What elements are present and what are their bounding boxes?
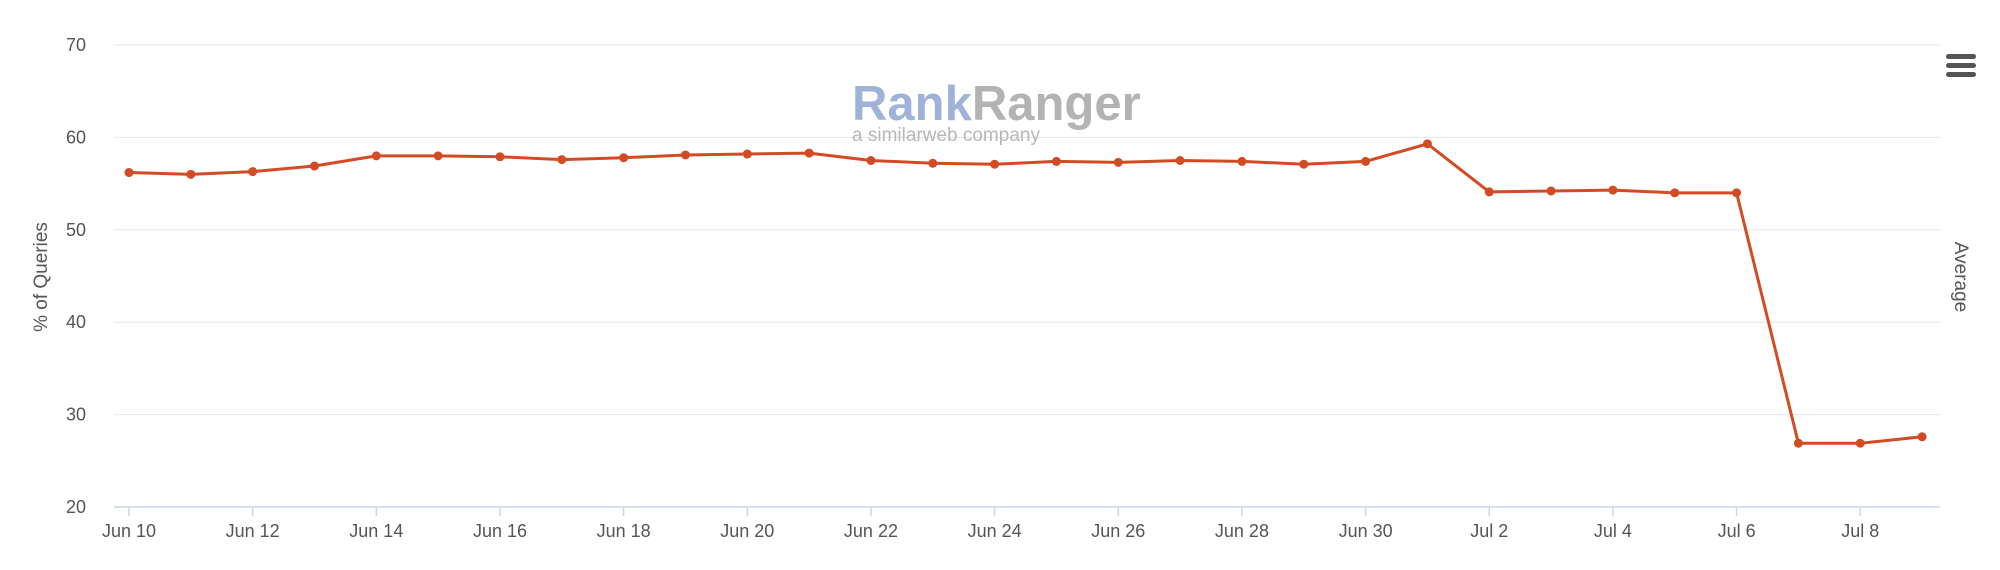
y-tick-label: 70: [66, 35, 86, 55]
data-point[interactable]: [495, 152, 505, 162]
data-point[interactable]: [1175, 156, 1185, 165]
data-point[interactable]: [1608, 185, 1618, 195]
rankranger-watermark: RankRanger a similarweb company: [852, 77, 1141, 146]
series-line: [127, 142, 1924, 445]
x-tick-label: Jul 8: [1841, 521, 1879, 541]
hamburger-menu-icon[interactable]: [1946, 54, 1976, 77]
x-tick-label: Jun 30: [1339, 521, 1393, 541]
x-tick-label: Jun 16: [473, 521, 527, 541]
x-tick-label: Jul 4: [1594, 521, 1632, 541]
data-point[interactable]: [1793, 438, 1803, 448]
data-point[interactable]: [990, 159, 1000, 169]
logo-ranger-text: Ranger: [972, 77, 1141, 131]
x-tick-label: Jun 18: [597, 521, 651, 541]
x-tick-label: Jun 10: [102, 521, 156, 541]
y-tick-label: 20: [66, 497, 86, 517]
data-point[interactable]: [1546, 186, 1556, 196]
data-point[interactable]: [433, 151, 443, 161]
data-point[interactable]: [1237, 156, 1247, 166]
y-tick-label: 40: [66, 312, 86, 332]
y-tick-label: 30: [66, 405, 86, 425]
x-tick-label: Jun 20: [720, 521, 774, 541]
x-tick-label: Jun 14: [349, 521, 403, 541]
data-point[interactable]: [619, 153, 629, 163]
data-point[interactable]: [1051, 156, 1061, 166]
data-point[interactable]: [1917, 432, 1927, 442]
x-tick-label: Jun 26: [1091, 521, 1145, 541]
x-tick-label: Jun 24: [968, 521, 1022, 541]
data-point[interactable]: [1113, 157, 1123, 167]
x-tick-label: Jul 6: [1718, 521, 1756, 541]
axes: 20 30 40 50 60 70 Jun 10 Jun 12 Jun 14 Jun 16 Jun …: [66, 35, 1940, 541]
data-point[interactable]: [1484, 187, 1494, 197]
y-tick-label: 50: [66, 220, 86, 240]
series: [124, 139, 1927, 448]
grid-lines: [114, 44, 1940, 416]
data-point[interactable]: [1732, 188, 1742, 198]
data-point[interactable]: [186, 169, 196, 179]
data-point[interactable]: [1855, 438, 1865, 448]
data-point[interactable]: [804, 148, 814, 158]
logo-tagline: a similarweb company: [852, 125, 1040, 146]
logo-rank-text: Rank: [852, 77, 973, 131]
data-point[interactable]: [1299, 159, 1309, 169]
right-axis-title: Average: [1950, 242, 1971, 312]
data-point[interactable]: [124, 168, 134, 178]
data-point[interactable]: [1670, 188, 1680, 198]
data-point[interactable]: [928, 158, 938, 168]
data-point[interactable]: [248, 167, 258, 177]
data-point[interactable]: [866, 156, 876, 165]
data-point[interactable]: [680, 150, 690, 160]
y-axis-title: % of Queries: [31, 222, 52, 332]
x-tick-label: Jul 2: [1470, 521, 1508, 541]
data-point[interactable]: [309, 161, 319, 171]
svg-text:RankRanger: RankRanger: [852, 77, 1141, 131]
y-tick-label: 60: [66, 127, 86, 147]
data-point[interactable]: [1361, 156, 1371, 166]
data-point[interactable]: [371, 151, 381, 161]
data-point[interactable]: [557, 155, 567, 165]
x-tick-label: Jun 28: [1215, 521, 1269, 541]
chart-menu-button[interactable]: [1940, 46, 1980, 86]
x-tick-label: Jun 22: [844, 521, 898, 541]
data-point[interactable]: [742, 149, 752, 159]
data-point[interactable]: [1422, 139, 1432, 149]
x-tick-label: Jun 12: [226, 521, 280, 541]
